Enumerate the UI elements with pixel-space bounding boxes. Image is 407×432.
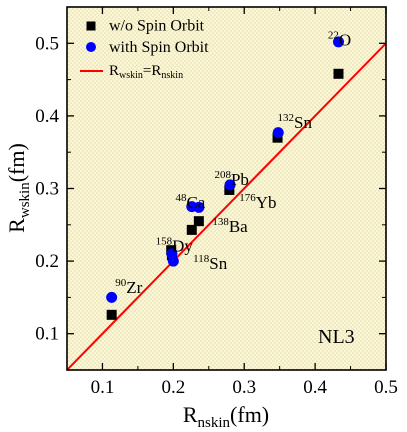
legend: w/o Spin Orbit with Spin Orbit Rwskin=Rn… bbox=[80, 18, 209, 81]
square-point-4 bbox=[193, 216, 204, 227]
nucleus-element: Ba bbox=[229, 217, 248, 236]
nucleus-element: Dy bbox=[172, 237, 193, 256]
y-tick-label: 0.3 bbox=[35, 179, 59, 200]
circle-point-0 bbox=[106, 291, 118, 303]
circle-point-2 bbox=[167, 255, 179, 267]
square-point-3 bbox=[186, 224, 197, 235]
y-tick-label: 0.5 bbox=[35, 33, 59, 54]
legend-eq-equals: = bbox=[143, 63, 151, 79]
nucleus-label-138ba: 138Ba bbox=[212, 216, 248, 236]
nucleus-label-132sn: 132Sn bbox=[278, 112, 313, 132]
legend-eq-r-left: R bbox=[109, 63, 119, 79]
x-tick-label: 0.4 bbox=[303, 377, 327, 398]
x-label-unit: (fm) bbox=[230, 402, 269, 427]
nucleus-element: Zr bbox=[126, 278, 142, 297]
nucleus-mass: 132 bbox=[278, 112, 295, 124]
y-axis-label: Rwskin(fm) bbox=[4, 143, 33, 233]
y-tick-label: 0.2 bbox=[35, 251, 59, 272]
nucleus-mass: 208 bbox=[214, 169, 231, 181]
nucleus-mass: 90 bbox=[115, 277, 127, 289]
nucleus-mass: 138 bbox=[212, 216, 229, 228]
nucleus-label-158dy: 158Dy bbox=[156, 236, 194, 256]
x-tick-label: 0.3 bbox=[232, 377, 256, 398]
x-tick-label: 0.2 bbox=[161, 377, 185, 398]
legend-eq-r-right: R bbox=[151, 63, 161, 79]
nucleus-label-90zr: 90Zr bbox=[115, 277, 142, 297]
x-axis-label: Rnskin(fm) bbox=[183, 402, 269, 431]
nucleus-mass: 176 bbox=[239, 192, 256, 204]
nucleus-mass: 158 bbox=[156, 236, 173, 248]
legend-eq-sub-right: nskin bbox=[161, 70, 183, 81]
x-label-sub: nskin bbox=[198, 415, 231, 431]
y-tick-label: 0.1 bbox=[35, 324, 59, 345]
legend-label-equality-line: Rwskin=Rnskin bbox=[109, 63, 183, 81]
nucleus-element: Pb bbox=[231, 170, 249, 189]
square-point-0 bbox=[106, 309, 117, 320]
legend-label-with-spin-orbit: with Spin Orbit bbox=[109, 39, 209, 56]
nucleus-label-118sn: 118Sn bbox=[193, 253, 228, 273]
x-tick-label: 0.1 bbox=[91, 377, 115, 398]
y-label-sub: wskin bbox=[17, 182, 33, 218]
nucleus-mass: 22 bbox=[328, 29, 339, 41]
nucleus-element: Yb bbox=[256, 193, 277, 212]
nucleus-element: Ca bbox=[186, 193, 205, 212]
nucleus-element: Sn bbox=[294, 113, 312, 132]
y-tick-label: 0.4 bbox=[35, 106, 59, 127]
circle-point-4 bbox=[193, 201, 205, 213]
y-label-main: R bbox=[4, 218, 29, 233]
equality-line bbox=[67, 42, 386, 370]
nucleus-element: Sn bbox=[209, 254, 227, 273]
legend-label-without-spin-orbit: w/o Spin Orbit bbox=[109, 18, 205, 35]
legend-eq-sub-left: wskin bbox=[119, 70, 143, 81]
nucleus-mass: 48 bbox=[175, 192, 187, 204]
circle-point-7 bbox=[333, 36, 345, 48]
nucleus-label-208pb: 208Pb bbox=[214, 169, 248, 189]
circle-point-6 bbox=[272, 127, 284, 139]
y-label-unit: (fm) bbox=[4, 143, 29, 182]
x-label-main: R bbox=[183, 402, 198, 427]
nucleus-element: O bbox=[339, 30, 351, 49]
legend-marker-circle bbox=[86, 42, 96, 52]
legend-marker-square bbox=[86, 21, 96, 31]
nucleus-mass: 118 bbox=[193, 253, 210, 265]
square-point-7 bbox=[333, 68, 344, 79]
nucleus-label-48ca: 48Ca bbox=[175, 192, 205, 212]
x-tick-label: 0.5 bbox=[374, 377, 398, 398]
nucleus-label-22o: 22O bbox=[328, 29, 351, 49]
circle-point-5 bbox=[224, 179, 236, 191]
annotation-nl3: NL3 bbox=[318, 326, 355, 348]
nucleus-label-176yb: 176Yb bbox=[239, 192, 276, 212]
